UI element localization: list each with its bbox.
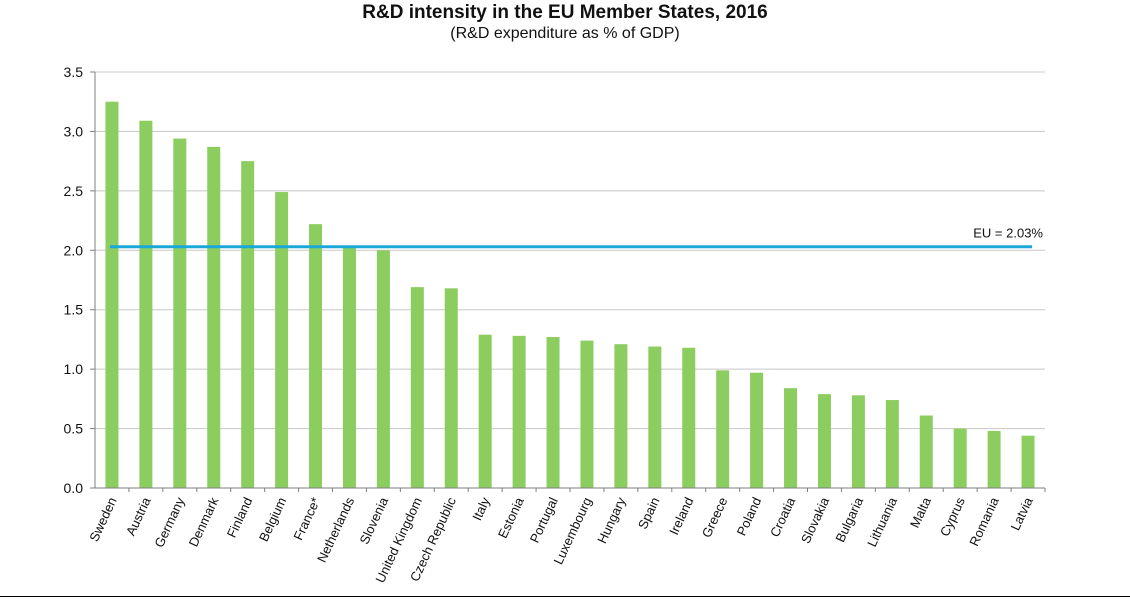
- bar-italy: [478, 334, 492, 488]
- bar-romania: [987, 430, 1001, 488]
- bar-united-kingdom: [410, 287, 424, 488]
- y-tick-label: 1.5: [64, 302, 84, 318]
- y-tick-label: 2.0: [64, 242, 84, 258]
- bar-france: [309, 224, 323, 488]
- bar-ireland: [682, 347, 696, 488]
- y-tick-label: 2.5: [64, 183, 84, 199]
- x-tick-label: Spain: [635, 495, 663, 531]
- x-tick-label: Belgium: [256, 495, 289, 544]
- x-tick-label: Malta: [907, 494, 934, 530]
- x-tick-label: Ireland: [666, 495, 696, 537]
- x-tick-label: Latvia: [1007, 494, 1036, 532]
- bar-belgium: [275, 192, 289, 488]
- bar-hungary: [614, 344, 628, 488]
- bars: [105, 101, 1035, 488]
- bar-netherlands: [342, 246, 356, 488]
- bar-estonia: [512, 335, 526, 488]
- x-tick-label: Denmark: [186, 494, 222, 549]
- bar-germany: [173, 138, 187, 488]
- x-tick-label: Slovenia: [356, 494, 391, 546]
- y-tick-label: 0.0: [64, 480, 84, 496]
- axes: [94, 72, 1046, 492]
- gridlines: [95, 71, 1045, 430]
- x-tick-label: France*: [290, 495, 323, 543]
- x-tick-label: Poland: [734, 495, 765, 538]
- bar-greece: [716, 370, 730, 488]
- x-tick-label: Hungary: [594, 494, 629, 545]
- eu-average-line-group: EU = 2.03%: [110, 226, 1043, 249]
- bar-slovakia: [817, 394, 831, 488]
- bar-bulgaria: [851, 395, 865, 488]
- bar-malta: [919, 415, 933, 488]
- x-tick-label: Bulgaria: [832, 494, 866, 544]
- x-tick-label: Cyprus: [937, 494, 968, 538]
- bar-portugal: [546, 337, 560, 488]
- x-tick-label: Slovakia: [798, 494, 833, 546]
- bottom-border: [0, 596, 1130, 597]
- chart-subtitle: (R&D expenditure as % of GDP): [450, 25, 680, 42]
- x-tick-label: Germany: [151, 494, 187, 549]
- bar-finland: [241, 161, 255, 488]
- y-axis-ticks: 0.0 0.5 1.0 1.5 2.0 2.5 3.0 3.5: [64, 64, 95, 496]
- x-tick-label: Sweden: [86, 495, 119, 544]
- bar-sweden: [105, 101, 119, 488]
- x-tick-label: Lithuania: [864, 494, 900, 549]
- bar-spain: [648, 346, 662, 488]
- x-tick-label: Italy: [469, 494, 493, 522]
- bar-czech-republic: [444, 288, 458, 488]
- bar-latvia: [1021, 435, 1035, 488]
- bar-denmark: [207, 146, 221, 488]
- x-tick-label: Croatia: [767, 494, 799, 539]
- x-tick-label: Estonia: [495, 494, 527, 540]
- x-tick-label: Finland: [224, 495, 256, 540]
- y-tick-label: 3.0: [64, 123, 84, 139]
- y-tick-label: 1.0: [64, 361, 84, 377]
- bar-austria: [139, 120, 153, 488]
- bar-lithuania: [885, 400, 899, 488]
- x-tick-label: Austria: [123, 494, 154, 538]
- x-tick-label: Romania: [966, 494, 1002, 548]
- x-tick-label: Portugal: [527, 495, 561, 545]
- bar-slovenia: [376, 250, 390, 488]
- bar-luxembourg: [580, 340, 594, 488]
- y-tick-label: 0.5: [64, 421, 84, 437]
- bar-croatia: [784, 388, 798, 488]
- bar-poland: [750, 372, 764, 488]
- bar-cyprus: [953, 428, 967, 488]
- x-tick-label: Greece: [699, 495, 731, 540]
- chart-title: R&D intensity in the EU Member States, 2…: [362, 2, 768, 23]
- y-tick-label: 3.5: [64, 64, 84, 80]
- eu-average-label: EU = 2.03%: [973, 226, 1043, 241]
